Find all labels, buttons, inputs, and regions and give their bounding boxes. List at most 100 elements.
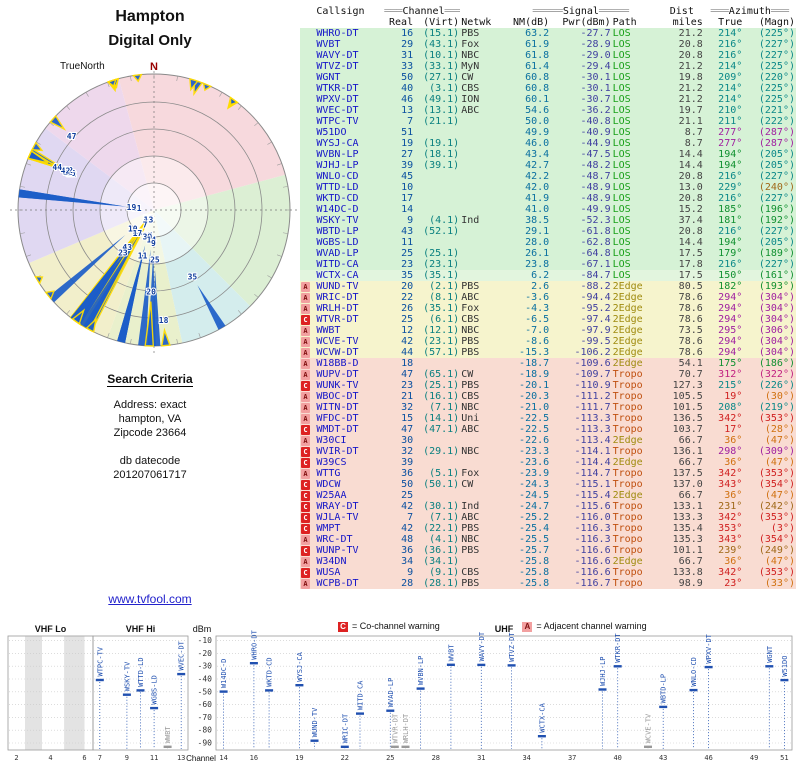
distance-miles: 136.5: [672, 413, 703, 424]
callsign-link[interactable]: WUNP-TV: [316, 545, 359, 556]
virtual-channel: (35.1): [423, 270, 460, 281]
distance-miles: 98.9: [678, 578, 703, 589]
callsign-link[interactable]: WTVZ-DT: [316, 61, 359, 72]
co-channel-warning-marker: C: [301, 425, 310, 435]
callsign-link[interactable]: WVBN-LP: [316, 149, 359, 160]
warn-cell: C: [300, 314, 315, 325]
wedge-channel-label: 10: [128, 224, 138, 233]
callsign-link[interactable]: WVEC-DT: [316, 105, 359, 116]
callsign-link[interactable]: WVIR-DT: [316, 446, 359, 457]
callsign-link[interactable]: WUSA: [316, 567, 341, 578]
real-channel: 25: [401, 490, 414, 501]
callsign-link[interactable]: W18BB-D: [316, 358, 359, 369]
callsign-link[interactable]: WBTD-LP: [316, 226, 359, 237]
callsign-link[interactable]: WITD-CA: [316, 259, 359, 270]
callsign-link[interactable]: WDCW: [316, 479, 341, 490]
callsign-link[interactable]: WRC-DT: [316, 534, 353, 545]
station-level-tick: [177, 672, 186, 676]
azimuth-magnetic: (227°): [758, 226, 795, 237]
callsign-link[interactable]: WBOC-DT: [316, 391, 359, 402]
callsign-link[interactable]: WTKR-DT: [316, 83, 359, 94]
callsign-link[interactable]: WRAY-DT: [316, 501, 359, 512]
network: ABC: [461, 512, 480, 523]
azimuth-magnetic: (33°): [764, 578, 795, 589]
polar-plot: TrueNorth N162931335040461375119273945101…: [10, 61, 298, 354]
callsign-link[interactable]: WITN-DT: [316, 402, 359, 413]
callsign-link[interactable]: WGBS-LD: [316, 237, 359, 248]
degree-tick: [130, 338, 132, 344]
callsign-link[interactable]: WTTD-LD: [316, 182, 359, 193]
header-group-row: Callsign ═══Channel═══ ═════Signal═════ …: [300, 6, 796, 17]
azimuth-magnetic: (353°): [758, 468, 795, 479]
virtual-channel: [414, 237, 460, 248]
callsign-link[interactable]: W34DN: [316, 556, 347, 567]
station-level-tick: [507, 664, 516, 667]
callsign-link[interactable]: WTTG: [316, 468, 341, 479]
distance-miles: 133.3: [672, 512, 703, 523]
callsign-link[interactable]: WRIC-DT: [316, 292, 359, 303]
callsign-link[interactable]: WMDT-DT: [316, 424, 359, 435]
azimuth-magnetic: (322°): [758, 369, 795, 380]
table-row: A WBOC-DT 21 (16.1) CBS -20.3 -111.2 Tropo 105.5…: [300, 391, 796, 402]
signal-path: Tropo: [612, 391, 643, 402]
real-channel: 36: [401, 468, 414, 479]
noise-margin: -22.5: [519, 424, 550, 435]
callsign-link[interactable]: W39CS: [316, 457, 347, 468]
azimuth-magnetic: (196°): [758, 204, 795, 215]
callsign-link[interactable]: WUPV-DT: [316, 369, 359, 380]
callsign-link[interactable]: WPXV-DT: [316, 94, 359, 105]
network: MyN: [461, 61, 480, 72]
callsign-link[interactable]: WVBT: [316, 39, 341, 50]
callsign-link[interactable]: WUNK-TV: [316, 380, 359, 391]
azimuth-true: 214°: [718, 94, 743, 105]
station-level-tick: [340, 745, 349, 748]
callsign-link[interactable]: WYSJ-CA: [316, 138, 359, 149]
distance-miles: 105.5: [672, 391, 703, 402]
warn-cell: A: [300, 402, 315, 413]
adjacent-channel-warning-text: = Adjacent channel warning: [536, 621, 647, 631]
noise-margin: 28.0: [525, 237, 550, 248]
callsign-link[interactable]: WKTD-CD: [316, 193, 359, 204]
callsign-link[interactable]: WCVW-DT: [316, 347, 359, 358]
station-spectrum-label: WTKR-DT: [614, 633, 622, 663]
station-spectrum-label: WVEC-DT: [178, 640, 186, 670]
callsign-link[interactable]: WRLH-DT: [316, 303, 359, 314]
callsign-link[interactable]: W30CI: [316, 435, 347, 446]
callsign-link[interactable]: WTPC-TV: [316, 116, 359, 127]
wedge-channel-label: 50: [144, 215, 154, 224]
power-dbm: -64.8: [580, 248, 611, 259]
distance-miles: 80.5: [678, 281, 703, 292]
callsign-link[interactable]: WUND-TV: [316, 281, 359, 292]
callsign-link[interactable]: WTVR-DT: [316, 314, 359, 325]
warn-cell: [300, 193, 315, 204]
noise-margin: 6.2: [531, 270, 550, 281]
noise-margin: 42.7: [525, 160, 550, 171]
callsign-link[interactable]: WFDC-DT: [316, 413, 359, 424]
callsign-link[interactable]: WJLA-TV: [316, 512, 359, 523]
callsign-link[interactable]: WNLO-CD: [316, 171, 359, 182]
distance-miles: 20.8: [678, 226, 703, 237]
callsign-link[interactable]: WMPT: [316, 523, 341, 534]
virtual-channel: (52.1): [423, 226, 460, 237]
station-level-tick: [219, 690, 228, 693]
callsign-link[interactable]: WCVE-TV: [316, 336, 359, 347]
azimuth-true: 239°: [718, 545, 743, 556]
callsign-link[interactable]: WCTX-CA: [316, 270, 359, 281]
warn-cell: C: [300, 424, 315, 435]
callsign-link[interactable]: WCPB-DT: [316, 578, 359, 589]
callsign-link[interactable]: WAVY-DT: [316, 50, 359, 61]
callsign-link[interactable]: W51DO: [316, 127, 347, 138]
callsign-link[interactable]: WSKY-TV: [316, 215, 359, 226]
callsign-link[interactable]: WGNT: [316, 72, 341, 83]
callsign-link[interactable]: WVAD-LP: [316, 248, 359, 259]
station-level-tick: [765, 665, 774, 668]
callsign-link[interactable]: WWBT: [316, 325, 341, 336]
network: [460, 138, 502, 149]
callsign-link[interactable]: W14DC-D: [316, 204, 359, 215]
callsign-link[interactable]: W25AA: [316, 490, 347, 501]
real-channel: 45: [401, 171, 414, 182]
signal-path: 2Edge: [612, 358, 643, 369]
tvfool-link[interactable]: www.tvfool.com: [108, 592, 192, 606]
callsign-link[interactable]: WJHJ-LP: [316, 160, 359, 171]
callsign-link[interactable]: WHRO-DT: [316, 28, 359, 39]
